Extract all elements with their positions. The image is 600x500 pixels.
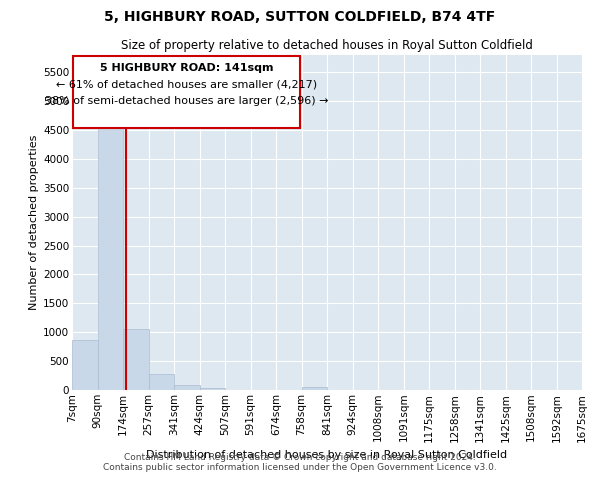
Bar [97,72,123,390]
Text: 5, HIGHBURY ROAD, SUTTON COLDFIELD, B74 4TF: 5, HIGHBURY ROAD, SUTTON COLDFIELD, B74 … [104,10,496,24]
Text: 5 HIGHBURY ROAD: 141sqm: 5 HIGHBURY ROAD: 141sqm [100,63,274,73]
FancyBboxPatch shape [73,56,300,128]
Bar [174,385,199,390]
Text: ← 61% of detached houses are smaller (4,217): ← 61% of detached houses are smaller (4,… [56,80,317,90]
Text: Contains HM Land Registry data © Crown copyright and database right 2024.: Contains HM Land Registry data © Crown c… [124,454,476,462]
Bar [123,329,149,390]
Text: 38% of semi-detached houses are larger (2,596) →: 38% of semi-detached houses are larger (… [45,96,329,106]
Y-axis label: Number of detached properties: Number of detached properties [29,135,39,310]
Bar [72,340,97,390]
Bar [149,374,174,390]
Text: Contains public sector information licensed under the Open Government Licence v3: Contains public sector information licen… [103,464,497,472]
Bar [302,387,327,390]
Title: Size of property relative to detached houses in Royal Sutton Coldfield: Size of property relative to detached ho… [121,40,533,52]
X-axis label: Distribution of detached houses by size in Royal Sutton Coldfield: Distribution of detached houses by size … [146,450,508,460]
Bar [199,388,225,390]
